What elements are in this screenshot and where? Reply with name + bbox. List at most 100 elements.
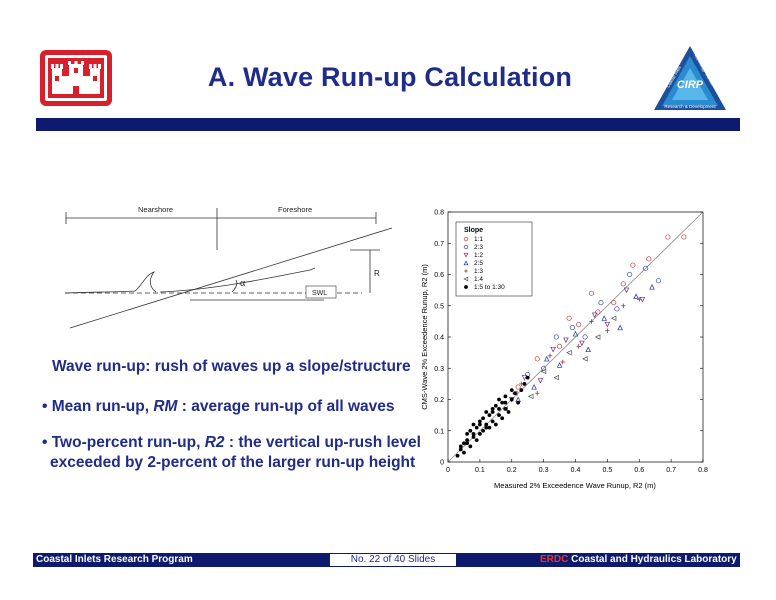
legend-marker [463, 276, 469, 282]
data-point [655, 278, 661, 284]
x-axis-label: Measured 2% Exceedence Wave Runup, R2 (m… [494, 481, 656, 490]
cirp-bottom-text: Research & Development [664, 104, 716, 109]
data-point [610, 315, 617, 322]
data-point [481, 416, 485, 421]
erdc-label: ERDC [540, 554, 569, 565]
data-point [566, 349, 572, 356]
data-point [527, 393, 534, 400]
data-point [604, 321, 611, 328]
data-point [509, 397, 514, 402]
data-point [550, 346, 556, 353]
data-point [471, 431, 476, 436]
data-point [623, 287, 630, 294]
data-point [474, 438, 479, 443]
chart-legend: Slope 1:12:31:22:51:31:41:5 to 1:30 [455, 221, 533, 297]
data-point [582, 356, 588, 362]
cirp-label: CIRP [677, 79, 704, 91]
x-tick-label: 0.4 [571, 467, 581, 474]
y-tick-label: 0.5 [434, 303, 444, 310]
data-point [493, 403, 498, 408]
legend-marker [463, 252, 469, 258]
data-point [591, 312, 598, 319]
x-tick-label: 0.2 [507, 467, 517, 474]
data-point [601, 315, 607, 321]
data-point [484, 422, 489, 427]
data-point [484, 410, 489, 414]
data-point [509, 388, 514, 393]
slide-title: A. Wave Run-up Calculation [207, 62, 573, 92]
runup-r-label: R [374, 269, 380, 278]
y-tick-label: 0.2 [434, 397, 444, 404]
data-point [665, 234, 671, 240]
data-point [563, 337, 569, 344]
data-point [633, 293, 639, 299]
data-point [627, 271, 633, 278]
data-point [620, 281, 626, 287]
slope-angle-arc [231, 279, 238, 293]
footer-program-name: Coastal Inlets Research Program [36, 554, 193, 565]
legend-entry: 2:5 [474, 260, 483, 267]
wave-profile [64, 271, 157, 294]
data-point [544, 355, 550, 362]
legend-title: Slope [464, 227, 483, 234]
data-point [525, 375, 530, 380]
x-tick-label: 0.7 [666, 467, 676, 474]
data-point [556, 362, 563, 368]
castle-logo [40, 50, 112, 106]
legend-marker [463, 236, 469, 242]
data-point [465, 441, 470, 446]
data-point [477, 419, 482, 424]
swl-box [305, 285, 337, 299]
data-point [566, 315, 572, 321]
data-point [547, 353, 553, 358]
data-point [490, 410, 495, 414]
data-point [465, 438, 470, 443]
legend-marker [464, 269, 468, 273]
data-point [611, 300, 617, 306]
data-point [497, 397, 501, 402]
x-tick-label: 0.1 [475, 467, 485, 474]
data-point [481, 428, 485, 433]
data-point [487, 413, 492, 418]
runup-scatter-chart: 0 0.1 0.2 0.3 0.4 0.5 0.6 0.7 0.8 00.10.20.30.40… [420, 210, 708, 491]
data-point [521, 375, 528, 381]
data-point [582, 334, 588, 340]
slide-counter: No. 22 of 40 Slides [330, 553, 456, 567]
data-point [534, 356, 540, 362]
data-point [643, 265, 649, 271]
data-point [462, 441, 466, 446]
bullet-two-percent-runup-line2: exceeded by 2-percent of the larger run-… [50, 454, 416, 471]
x-tick-label: 0.5 [603, 467, 613, 474]
data-point [585, 346, 592, 353]
x-tick-label: 0.6 [634, 467, 644, 474]
data-point [519, 388, 524, 393]
data-point [506, 410, 511, 414]
data-point [553, 374, 559, 381]
y-tick-label: 0.8 [434, 210, 444, 217]
x-tick-label: 0.8 [698, 467, 708, 474]
legend-entry: 1:3 [474, 268, 483, 275]
data-point [589, 319, 594, 324]
rm-symbol: RM [153, 398, 178, 415]
swl-label: SWL [312, 290, 327, 297]
data-point [515, 384, 521, 390]
data-point [572, 330, 579, 337]
y-tick-label: 0 [440, 460, 444, 467]
data-point [537, 378, 544, 384]
legend-entry: 1:5 to 1:30 [474, 284, 505, 291]
cirp-triangle-logo: CIRP Coastal Inlets Technology Transfer … [652, 44, 728, 114]
data-point [458, 447, 463, 452]
data-point [637, 297, 642, 302]
data-point [490, 406, 495, 411]
x-tick-label: 0.3 [539, 467, 549, 474]
data-point [553, 334, 559, 340]
data-point [477, 431, 482, 436]
castle-icon [45, 55, 107, 101]
data-point [649, 284, 655, 290]
legend-entry: 1:4 [474, 276, 483, 283]
data-point [516, 400, 521, 405]
bullet-wave-runup: Wave run-up: rush of waves up a slope/st… [52, 358, 411, 375]
data-point [471, 422, 476, 427]
legend-marker [463, 260, 469, 266]
r2-symbol: R2 [204, 434, 225, 451]
